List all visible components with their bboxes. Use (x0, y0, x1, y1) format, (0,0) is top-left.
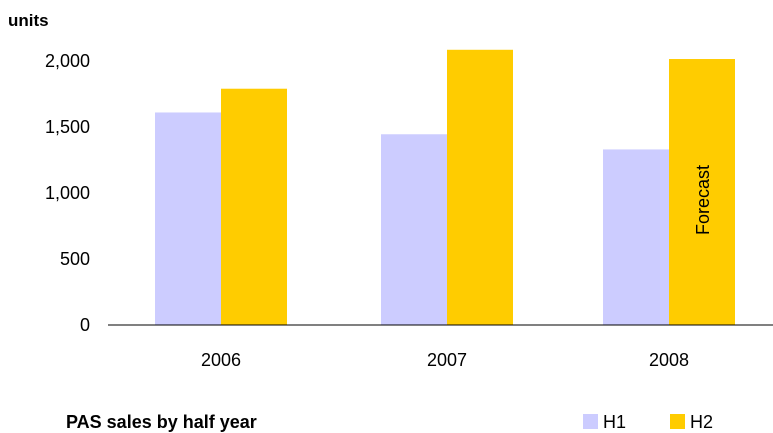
y-tick-label: 1,000 (45, 183, 90, 203)
y-tick-label: 0 (80, 315, 90, 335)
y-tick-label: 500 (60, 249, 90, 269)
legend-swatch-h2 (670, 414, 685, 429)
x-tick-label: 2007 (427, 350, 467, 370)
bar-h1-2006 (155, 112, 221, 325)
x-tick-label: 2008 (649, 350, 689, 370)
legend-label-h2: H2 (690, 412, 713, 432)
chart-caption: PAS sales by half year (66, 412, 257, 432)
legend-swatch-h1 (583, 414, 598, 429)
legend: H1 H2 (583, 412, 713, 432)
y-axis-ticks: 0 500 1,000 1,500 2,000 (45, 51, 90, 335)
bar-h1-2007 (381, 134, 447, 325)
y-tick-label: 1,500 (45, 117, 90, 137)
bar-h1-2008 (603, 149, 669, 325)
x-tick-label: 2006 (201, 350, 241, 370)
bar-h2-2007 (447, 49, 513, 325)
unit-label: units (8, 11, 49, 30)
bar-h2-2006 (221, 88, 287, 325)
y-tick-label: 2,000 (45, 51, 90, 71)
forecast-annotation: Forecast (693, 165, 713, 235)
x-axis-ticks: 2006 2007 2008 (201, 350, 689, 370)
bars (155, 49, 735, 326)
legend-label-h1: H1 (603, 412, 626, 432)
bar-h2-2008 (669, 59, 735, 326)
